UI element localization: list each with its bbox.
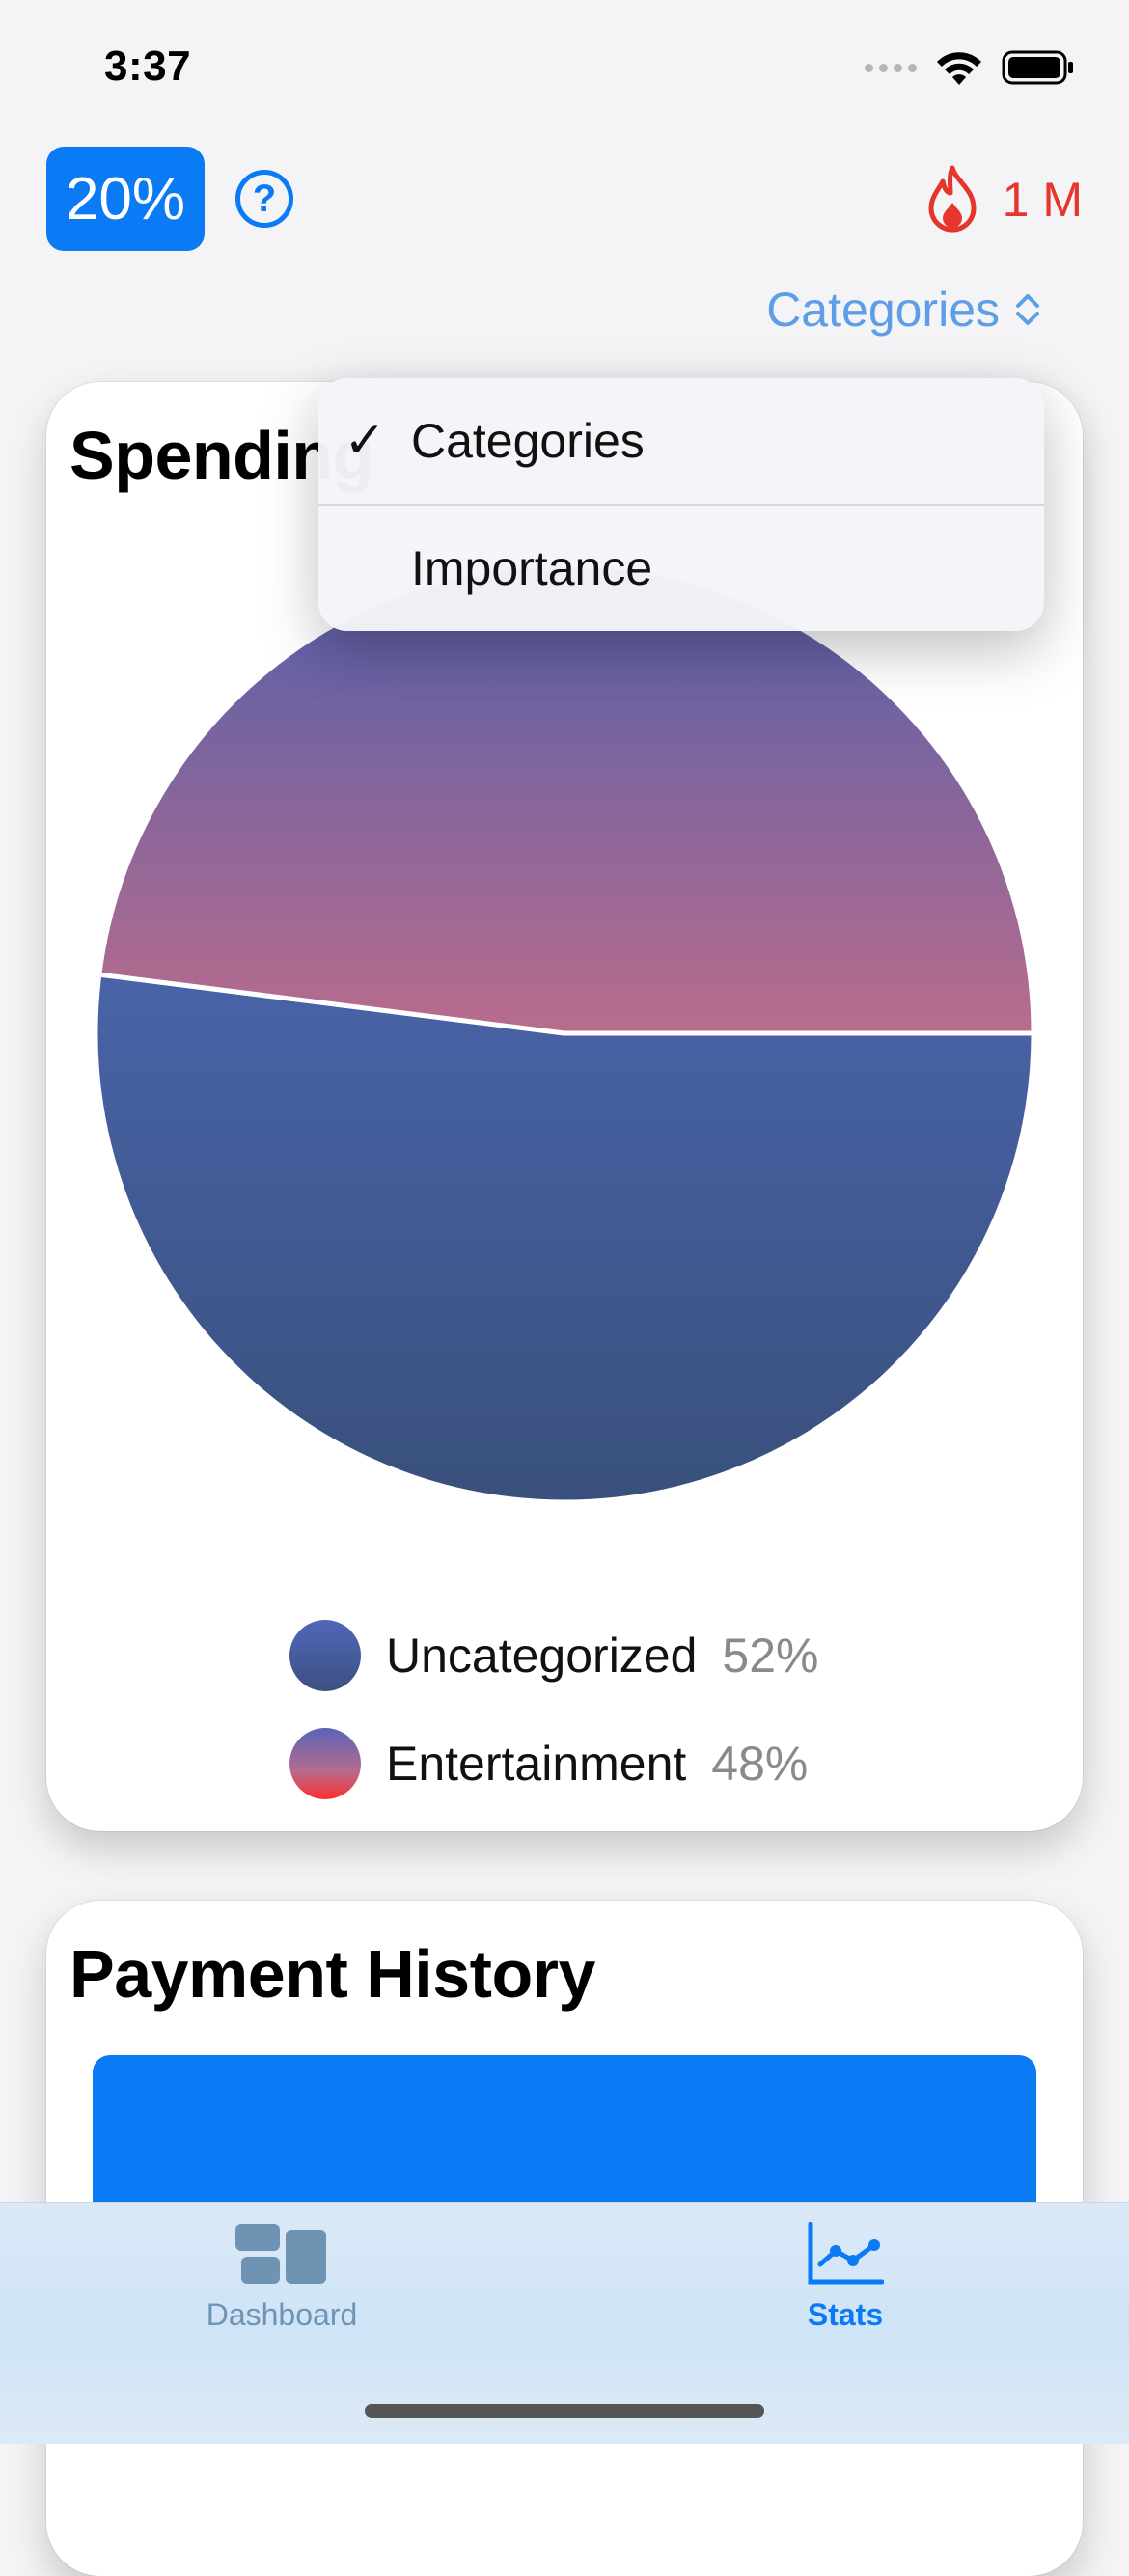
- chart-line-icon: [808, 2222, 884, 2285]
- legend-percent: 52%: [722, 1629, 819, 1683]
- menu-item-categories[interactable]: ✓ Categories: [318, 378, 1044, 504]
- status-icons: [865, 48, 1075, 87]
- tab-bar: Dashboard Stats: [0, 2202, 1129, 2444]
- wifi-icon: [937, 52, 981, 85]
- tab-stats[interactable]: Stats: [730, 2222, 961, 2333]
- legend-item: Entertainment 48%: [289, 1710, 819, 1818]
- menu-item-importance[interactable]: Importance: [318, 506, 1044, 631]
- tab-label: Dashboard: [206, 2297, 358, 2332]
- battery-icon: [1002, 50, 1073, 85]
- legend-item: Uncategorized 52%: [289, 1602, 819, 1710]
- dashboard-icon: [235, 2224, 326, 2284]
- percent-badge-button[interactable]: 20%: [46, 147, 205, 251]
- cellular-signal-icon: [865, 63, 917, 72]
- legend-percent: 48%: [711, 1737, 809, 1791]
- tab-dashboard[interactable]: Dashboard: [166, 2222, 398, 2333]
- sort-mode-menu: ✓ Categories Importance: [318, 378, 1044, 631]
- categories-picker[interactable]: Categories: [766, 282, 1042, 338]
- menu-item-label: Categories: [411, 414, 645, 468]
- chevron-up-down-icon: [1016, 294, 1039, 325]
- legend-swatch-uncategorized: [289, 1620, 361, 1691]
- pie-slice-uncategorized: [93, 972, 1036, 1505]
- legend-label: Uncategorized: [386, 1629, 698, 1683]
- legend-label: Entertainment: [386, 1737, 687, 1791]
- tab-label: Stats: [807, 2297, 884, 2332]
- chart-legend: Uncategorized 52% Entertainment 48%: [289, 1602, 819, 1818]
- pie-slice-entertainment: [96, 562, 1036, 1036]
- menu-item-label: Importance: [411, 541, 653, 595]
- menu-divider: [318, 504, 1044, 506]
- status-time: 3:37: [104, 42, 192, 90]
- legend-swatch-entertainment: [289, 1728, 361, 1799]
- spending-pie-chart: [93, 562, 1036, 1505]
- flame-icon: [928, 165, 977, 233]
- payment-history-title: Payment History: [69, 1936, 595, 2012]
- picker-label: Categories: [766, 283, 1000, 337]
- streak-indicator[interactable]: 1 M: [923, 164, 1083, 235]
- streak-value: 1 M: [1002, 173, 1083, 227]
- home-indicator: [365, 2404, 764, 2418]
- help-button[interactable]: ?: [235, 170, 293, 228]
- checkmark-icon: ✓: [344, 413, 386, 469]
